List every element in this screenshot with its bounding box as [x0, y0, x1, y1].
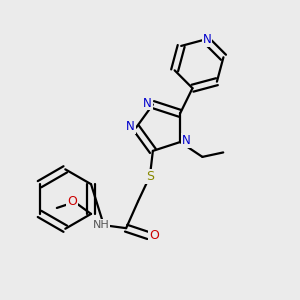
- Text: N: N: [143, 97, 152, 110]
- Text: N: N: [182, 134, 191, 147]
- Text: O: O: [67, 195, 76, 208]
- Text: NH: NH: [92, 220, 109, 230]
- Text: O: O: [149, 229, 159, 242]
- Text: N: N: [203, 33, 212, 46]
- Text: S: S: [146, 170, 154, 183]
- Text: N: N: [126, 120, 135, 133]
